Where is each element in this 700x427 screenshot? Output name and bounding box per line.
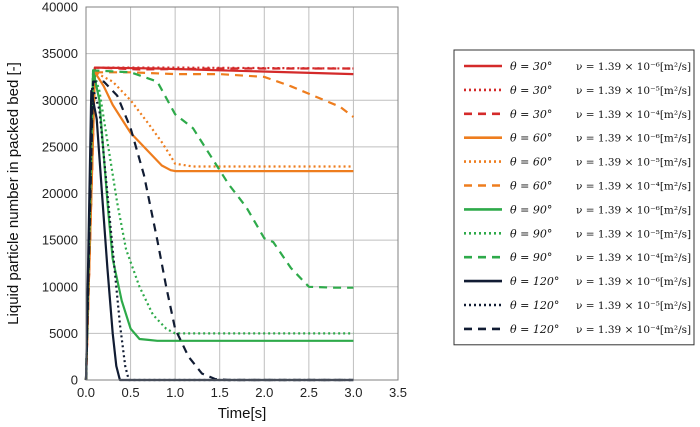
y-axis-label: Liquid particle number in packed bed [-] — [5, 62, 22, 325]
series-lines — [84, 66, 355, 382]
legend-viscosity-label: ν = 1.39 × 10⁻⁴[m²/s] — [576, 109, 691, 121]
legend-theta-label: θ = 60° — [510, 132, 552, 145]
series-line — [84, 71, 354, 381]
series-line — [84, 69, 354, 381]
axis-ticks: 0.0 0.5 1.0 1.5 2.0 2.5 3.0 3.5 0 5000 10000 15000 2… — [42, 0, 407, 400]
legend-viscosity-label: ν = 1.39 × 10⁻⁵[m²/s] — [576, 85, 691, 97]
x-tick-label: 1.5 — [211, 385, 229, 400]
legend-theta-label: θ = 90° — [510, 203, 552, 216]
x-tick-label: 0.0 — [77, 385, 95, 400]
legend-theta-label: θ = 120° — [510, 299, 559, 312]
legend-theta-label: θ = 120° — [510, 275, 559, 288]
x-tick-label: 1.0 — [166, 385, 184, 400]
y-tick-label: 15000 — [42, 233, 78, 248]
legend-theta-label: θ = 120° — [510, 323, 559, 336]
legend-viscosity-label: ν = 1.39 × 10⁻⁶[m²/s] — [576, 61, 691, 73]
legend-theta-label: θ = 60° — [510, 156, 552, 169]
x-tick-label: 3.5 — [389, 385, 407, 400]
series-line — [84, 71, 354, 381]
y-tick-label: 10000 — [42, 279, 78, 294]
legend-theta-label: θ = 30° — [510, 60, 552, 73]
x-tick-label: 3.0 — [344, 385, 362, 400]
legend-box — [453, 49, 695, 346]
y-tick-label: 0 — [71, 373, 78, 388]
y-tick-label: 5000 — [49, 326, 78, 341]
legend-theta-label: θ = 60° — [510, 180, 552, 193]
series-line — [84, 69, 354, 381]
legend-viscosity-label: ν = 1.39 × 10⁻⁵[m²/s] — [576, 300, 691, 312]
y-tick-label: 35000 — [42, 46, 78, 61]
series-line — [84, 69, 354, 381]
series-line — [84, 89, 354, 382]
legend-viscosity-label: ν = 1.39 × 10⁻⁵[m²/s] — [576, 228, 691, 240]
y-tick-label: 25000 — [42, 139, 78, 154]
legend-viscosity-label: ν = 1.39 × 10⁻⁶[m²/s] — [576, 204, 691, 216]
x-tick-label: 2.0 — [255, 385, 273, 400]
legend-theta-label: θ = 90° — [510, 251, 552, 264]
y-tick-label: 30000 — [42, 93, 78, 108]
legend-viscosity-label: ν = 1.39 × 10⁻⁵[m²/s] — [576, 157, 691, 169]
x-axis-label: Time[s] — [218, 405, 267, 422]
legend-theta-label: θ = 90° — [510, 227, 552, 240]
legend-viscosity-label: ν = 1.39 × 10⁻⁴[m²/s] — [576, 181, 691, 193]
legend-viscosity-label: ν = 1.39 × 10⁻⁴[m²/s] — [576, 252, 691, 264]
series-line — [84, 80, 354, 382]
series-line — [84, 85, 354, 382]
legend-viscosity-label: ν = 1.39 × 10⁻⁶[m²/s] — [576, 276, 691, 288]
legend: θ = 30° ν = 1.39 × 10⁻⁶[m²/s] θ = 30° ν = 1… — [453, 49, 695, 346]
legend-theta-label: θ = 30° — [510, 84, 552, 97]
grid-lines — [85, 6, 399, 381]
x-tick-label: 0.5 — [122, 385, 140, 400]
y-tick-label: 40000 — [42, 0, 78, 15]
legend-viscosity-label: ν = 1.39 × 10⁻⁶[m²/s] — [576, 133, 691, 145]
x-tick-label: 2.5 — [300, 385, 318, 400]
plot-frame — [85, 6, 399, 381]
legend-theta-label: θ = 30° — [510, 108, 552, 121]
legend-viscosity-label: ν = 1.39 × 10⁻⁴[m²/s] — [576, 324, 691, 336]
y-tick-label: 20000 — [42, 186, 78, 201]
